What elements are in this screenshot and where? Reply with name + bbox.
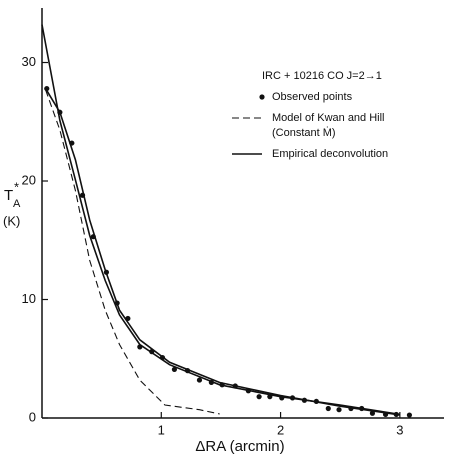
legend-label: Empirical deconvolution xyxy=(272,148,388,160)
x-tick-label: 1 xyxy=(158,422,165,437)
y-axis-label-sub: A xyxy=(13,198,21,210)
legend-title: IRC + 10216 CO J=2→1 xyxy=(262,70,382,82)
y-axis-label-main: T xyxy=(4,187,13,204)
data-point xyxy=(336,407,342,413)
y-tick-label: 30 xyxy=(22,54,36,69)
data-point xyxy=(256,394,262,400)
y-tick-label: 20 xyxy=(22,172,36,187)
data-point xyxy=(325,405,331,412)
y-axis-label-unit: (K) xyxy=(3,213,20,228)
model-line xyxy=(45,89,220,415)
legend-label: Observed points xyxy=(272,91,353,103)
y-axis-label-sup: * xyxy=(14,179,19,194)
data-point xyxy=(171,366,178,373)
legend-label: Model of Kwan and Hill xyxy=(272,112,385,124)
y-tick-label: 10 xyxy=(22,291,36,306)
fit-line xyxy=(41,24,401,416)
y-tick-label: 0 xyxy=(29,409,36,424)
data-point xyxy=(196,377,203,383)
data-point xyxy=(406,412,413,418)
x-axis-label: ΔRA (arcmin) xyxy=(195,438,284,455)
data-point xyxy=(369,410,376,416)
legend-label: (Constant Ṁ) xyxy=(272,126,336,139)
x-tick-label: 3 xyxy=(396,422,403,437)
x-tick-label: 2 xyxy=(277,422,284,437)
fit-line xyxy=(44,88,401,416)
legend-marker xyxy=(259,94,265,100)
